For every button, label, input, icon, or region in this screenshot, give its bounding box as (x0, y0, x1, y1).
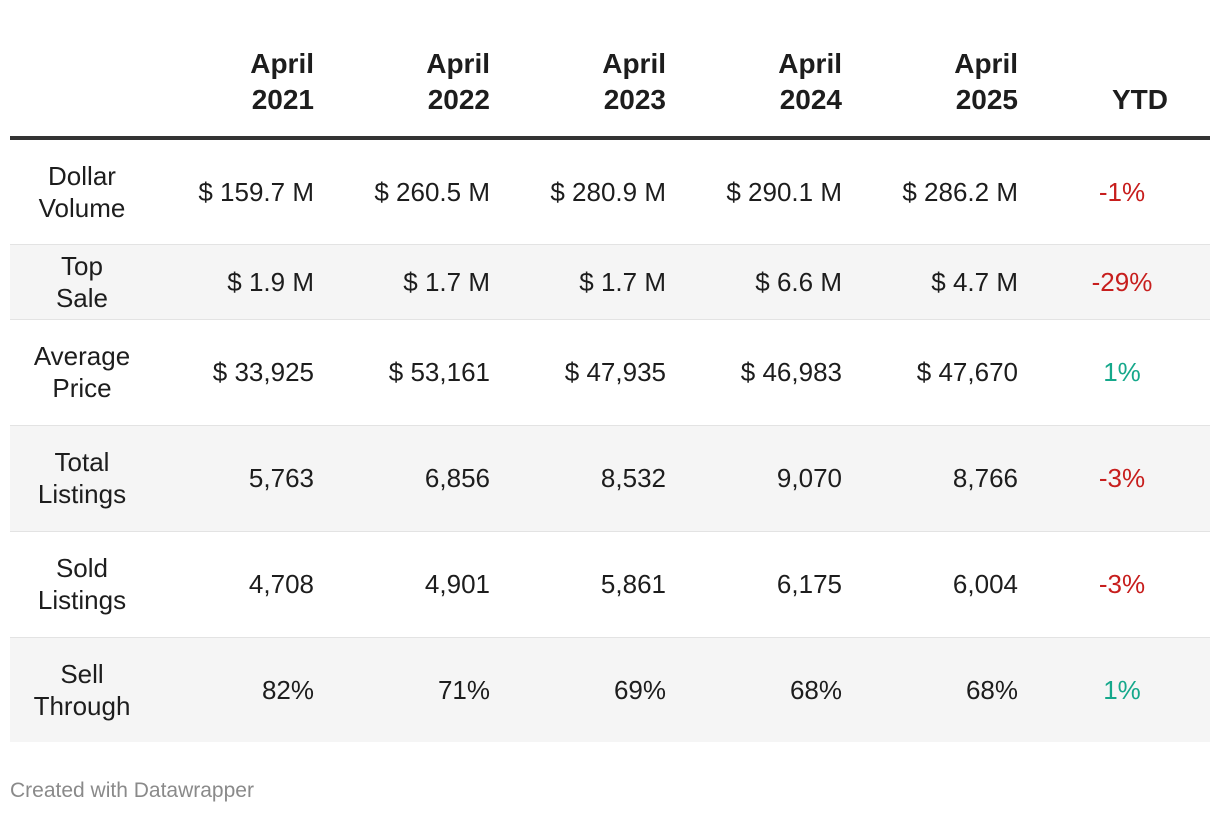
header-cell-label (10, 40, 154, 140)
datawrapper-credit: Created with Datawrapper (10, 779, 254, 802)
row-label: Dollar Volume (10, 138, 154, 245)
header-month: April (954, 48, 1018, 79)
table-cell: $ 1.7 M (330, 244, 506, 320)
table-row-average-price: Average Price $ 33,925 $ 53,161 $ 47,935 … (10, 319, 1210, 426)
table-cell: $ 260.5 M (330, 138, 506, 245)
ytd-cell: -1% (1034, 138, 1210, 245)
table-cell: $ 47,670 (858, 319, 1034, 426)
table-cell: $ 33,925 (154, 319, 330, 426)
table-cell: 5,763 (154, 425, 330, 532)
row-label: Average Price (10, 319, 154, 426)
table-cell: $ 1.9 M (154, 244, 330, 320)
cell-value: $ 260.5 M (374, 176, 490, 207)
table-cell: $ 4.7 M (858, 244, 1034, 320)
table-cell: $ 290.1 M (682, 138, 858, 245)
header-month: April (602, 48, 666, 79)
data-table: April 2021 April 2022 April 2023 April 2… (10, 40, 1210, 742)
table-cell: $ 286.2 M (858, 138, 1034, 245)
table-cell: 6,856 (330, 425, 506, 532)
row-label: Sell Through (10, 637, 154, 742)
header-month: April (250, 48, 314, 79)
header-cell-2024: April 2024 (682, 40, 858, 140)
table-cell: 4,708 (154, 531, 330, 638)
header-month: April (426, 48, 490, 79)
row-label: Top Sale (10, 244, 154, 320)
header-year: 2022 (427, 84, 490, 115)
data-table-container: April 2021 April 2022 April 2023 April 2… (10, 40, 1210, 742)
header-year: 2021 (251, 84, 314, 115)
table-row-dollar-volume: Dollar Volume $ 159.7 M $ 260.5 M $ 280.9… (10, 138, 1210, 245)
table-cell: 82% (154, 637, 330, 742)
table-cell: $ 46,983 (682, 319, 858, 426)
table-cell: $ 6.6 M (682, 244, 858, 320)
header-cell-2022: April 2022 (330, 40, 506, 140)
table-row-sell-through: Sell Through 82% 71% 69% 68% 68% 1% (10, 637, 1210, 742)
cell-value: $ 280.9 M (550, 176, 666, 207)
table-cell: 4,901 (330, 531, 506, 638)
ytd-cell: -3% (1034, 425, 1210, 532)
header-year: 2025 (955, 84, 1018, 115)
table-cell: $ 47,935 (506, 319, 682, 426)
header-year: 2024 (779, 84, 842, 115)
table-row-top-sale: Top Sale $ 1.9 M $ 1.7 M $ 1.7 M $ 6.6 M … (10, 244, 1210, 320)
table-cell: 71% (330, 637, 506, 742)
table-cell: 8,532 (506, 425, 682, 532)
table-cell: 6,004 (858, 531, 1034, 638)
table-row-total-listings: Total Listings 5,763 6,856 8,532 9,070 8,… (10, 425, 1210, 532)
table-cell: 6,175 (682, 531, 858, 638)
header-cell-2025: April 2025 (858, 40, 1034, 140)
row-label: Sold Listings (10, 531, 154, 638)
cell-value: $ 286.2 M (902, 176, 1018, 207)
table-cell: 68% (858, 637, 1034, 742)
header-year: 2023 (603, 84, 666, 115)
header-ytd: YTD (1112, 84, 1168, 115)
header-cell-ytd: YTD (1034, 40, 1210, 140)
table-cell: $ 159.7 M (154, 138, 330, 245)
table-cell: $ 53,161 (330, 319, 506, 426)
table-cell: 8,766 (858, 425, 1034, 532)
table-cell: $ 1.7 M (506, 244, 682, 320)
table-cell: 69% (506, 637, 682, 742)
cell-value: $ 159.7 M (198, 176, 314, 207)
table-cell: $ 280.9 M (506, 138, 682, 245)
header-cell-2023: April 2023 (506, 40, 682, 140)
ytd-cell: 1% (1034, 319, 1210, 426)
table-row-sold-listings: Sold Listings 4,708 4,901 5,861 6,175 6,0… (10, 531, 1210, 638)
header-row: April 2021 April 2022 April 2023 April 2… (10, 40, 1210, 140)
header-cell-2021: April 2021 (154, 40, 330, 140)
table-cell: 68% (682, 637, 858, 742)
table-cell: 9,070 (682, 425, 858, 532)
table-cell: 5,861 (506, 531, 682, 638)
ytd-cell: -29% (1034, 244, 1210, 320)
cell-value: $ 290.1 M (726, 176, 842, 207)
ytd-cell: 1% (1034, 637, 1210, 742)
ytd-cell: -3% (1034, 531, 1210, 638)
header-month: April (778, 48, 842, 79)
row-label: Total Listings (10, 425, 154, 532)
